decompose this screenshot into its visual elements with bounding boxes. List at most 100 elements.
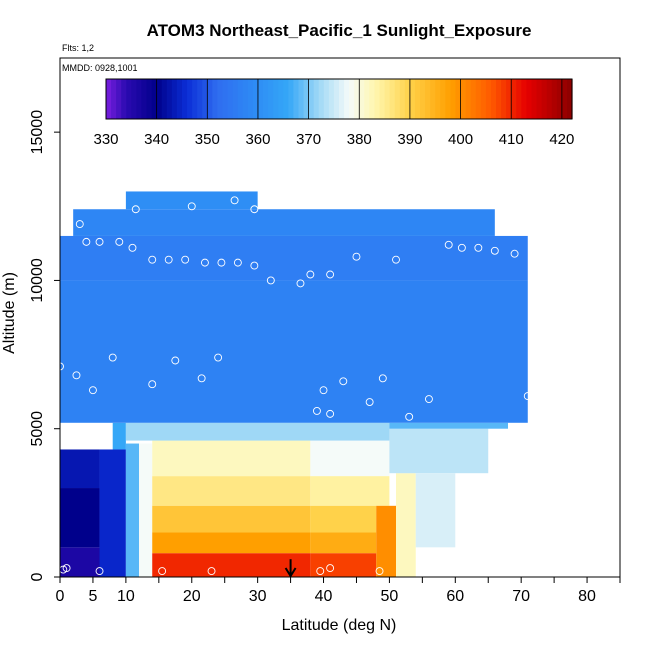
heatmap-cell — [415, 473, 456, 548]
colorbar-swatch — [156, 79, 163, 119]
sample-point — [523, 392, 532, 401]
colorbar-swatch — [485, 79, 492, 119]
sample-point — [316, 567, 325, 576]
colorbar-swatch — [556, 79, 563, 119]
sample-point — [200, 258, 209, 267]
colorbar-swatch — [490, 79, 497, 119]
colorbar-swatch — [435, 79, 441, 119]
colorbar-swatch — [521, 79, 528, 119]
colorbar-swatch — [116, 79, 122, 119]
colorbar-swatch — [192, 79, 198, 119]
sample-point — [128, 243, 137, 252]
colorbar-swatch — [252, 79, 259, 119]
heatmap-cell — [396, 473, 416, 577]
sample-point — [233, 258, 242, 267]
colorbar-swatch — [359, 79, 365, 119]
heatmap-cell — [139, 443, 153, 577]
x-tick-label: 40 — [315, 588, 333, 605]
sample-point — [250, 261, 259, 270]
colorbar-swatch — [273, 79, 279, 119]
colorbar-swatch — [293, 79, 300, 119]
colorbar-swatch — [288, 79, 295, 119]
colorbar-swatch — [242, 79, 249, 119]
sample-point — [62, 564, 71, 573]
colorbar-swatch — [202, 79, 208, 119]
chart-title: ATOM3 Northeast_Pacific_1 Sunlight_Expos… — [147, 21, 532, 40]
colorbar-swatch — [136, 79, 143, 119]
colorbar-swatch — [425, 79, 431, 119]
colorbar-swatch — [151, 79, 158, 119]
colorbar-swatch — [217, 79, 224, 119]
sample-point — [326, 564, 335, 573]
sample-point — [207, 567, 216, 576]
colorbar-swatch — [384, 79, 391, 119]
colorbar-swatch — [445, 79, 452, 119]
sample-point — [296, 279, 305, 288]
heatmap-cell — [60, 235, 528, 281]
colorbar-swatch — [516, 79, 522, 119]
heatmap-cell — [112, 422, 126, 450]
x-axis: 0 5 10 20 30 40 50 60 70 80 — [56, 577, 621, 605]
colorbar-swatch — [111, 79, 117, 119]
colorbar-swatch — [333, 79, 340, 119]
sample-point — [474, 243, 483, 252]
colorbar-swatch — [339, 79, 345, 119]
heatmap-cell — [125, 422, 390, 441]
colorbar-swatch — [536, 79, 543, 119]
heatmap-cell — [99, 449, 126, 577]
sample-point — [164, 255, 173, 264]
y-tick-label: 5000 — [29, 411, 46, 447]
heatmap-cell — [389, 428, 489, 474]
sample-point — [378, 374, 387, 383]
colorbar-tick-label: 380 — [347, 131, 372, 148]
colorbar-tick-label: 330 — [93, 131, 118, 148]
colorbar-swatch — [496, 79, 502, 119]
colorbar-swatch — [171, 79, 178, 119]
colorbar-swatch — [364, 79, 370, 119]
colorbar-tick-label: 410 — [499, 131, 524, 148]
colorbar-swatch — [278, 79, 284, 119]
colorbar-swatch — [541, 79, 548, 119]
sample-point — [352, 252, 361, 261]
sample-point — [181, 255, 190, 264]
sample-point — [339, 377, 348, 386]
sample-point — [319, 386, 328, 395]
heatmap-cell — [125, 191, 258, 210]
x-tick-label: 60 — [446, 588, 464, 605]
sample-point — [490, 246, 499, 255]
x-tick-label: 5 — [88, 588, 97, 605]
colorbar-swatch — [313, 79, 320, 119]
heatmap-cell — [60, 280, 528, 423]
sample-point — [95, 567, 104, 576]
heatmap-cell — [310, 440, 390, 477]
sample-point — [312, 406, 321, 415]
sample-point — [326, 270, 335, 279]
colorbar-swatch — [328, 79, 335, 119]
colorbar-tick-label: 350 — [195, 131, 220, 148]
sample-point — [108, 353, 117, 362]
y-axis: 0 5000 10000 15000 — [29, 110, 60, 581]
sample-point — [444, 240, 453, 249]
x-tick-label: 0 — [56, 588, 65, 605]
colorbar-swatch — [207, 79, 213, 119]
colorbar-swatch — [374, 79, 381, 119]
colorbar-swatch — [526, 79, 533, 119]
sample-point — [72, 371, 81, 380]
colorbar-swatch — [354, 79, 360, 119]
colorbar-swatch — [561, 79, 568, 119]
sample-point — [187, 202, 196, 211]
colorbar-swatch — [227, 79, 234, 119]
sample-point — [424, 395, 433, 404]
colorbar-swatch — [394, 79, 401, 119]
colorbar-swatch — [551, 79, 558, 119]
colorbar-swatch — [501, 79, 507, 119]
colorbar-swatch — [420, 79, 426, 119]
heatmap-cell — [152, 505, 311, 533]
sample-point — [131, 205, 140, 214]
colorbar-swatch — [409, 79, 416, 119]
colorbar-swatch — [546, 79, 553, 119]
colorbar-swatch — [465, 79, 472, 119]
heatmap-cell — [310, 476, 390, 506]
heatmap-cell — [125, 443, 140, 577]
colorbar-swatch — [470, 79, 477, 119]
